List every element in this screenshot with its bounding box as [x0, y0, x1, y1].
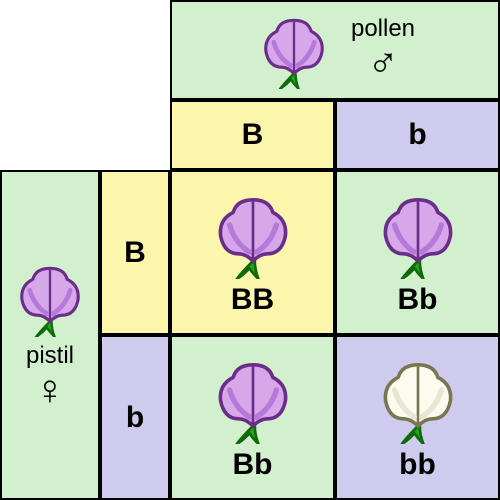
white-flower-icon — [373, 354, 463, 444]
purple-flower-icon — [373, 189, 463, 279]
genotype-0-0: BB — [231, 283, 274, 317]
male-allele-cell-0: B — [170, 100, 335, 170]
female-parent: pistil ♀ — [0, 170, 100, 500]
male-allele-cell-1: b — [335, 100, 500, 170]
male-parent: pollen ♂ — [170, 0, 500, 100]
female-allele-1: b — [126, 401, 144, 435]
female-allele-cell-0: B — [100, 170, 170, 335]
genotype-1-0: Bb — [233, 448, 273, 482]
result-cell-0-1: Bb — [335, 170, 500, 335]
purple-flower-icon — [11, 259, 89, 337]
male-allele-1: b — [408, 118, 426, 152]
genotype-0-1: Bb — [398, 283, 438, 317]
male-allele-0: B — [242, 118, 264, 152]
female-symbol-icon: ♀ — [34, 369, 66, 411]
purple-flower-icon — [208, 354, 298, 444]
result-cell-0-0: BB — [170, 170, 335, 335]
result-cell-1-1: bb — [335, 335, 500, 500]
purple-flower-icon — [255, 11, 333, 89]
result-cell-1-0: Bb — [170, 335, 335, 500]
genotype-1-1: bb — [399, 448, 436, 482]
male-symbol-icon: ♂ — [351, 42, 415, 84]
female-allele-cell-1: b — [100, 335, 170, 500]
punnett-square: pollen ♂ Bb pistil ♀ Bb BB Bb Bb — [0, 0, 500, 500]
purple-flower-icon — [208, 189, 298, 279]
female-allele-0: B — [124, 236, 146, 270]
